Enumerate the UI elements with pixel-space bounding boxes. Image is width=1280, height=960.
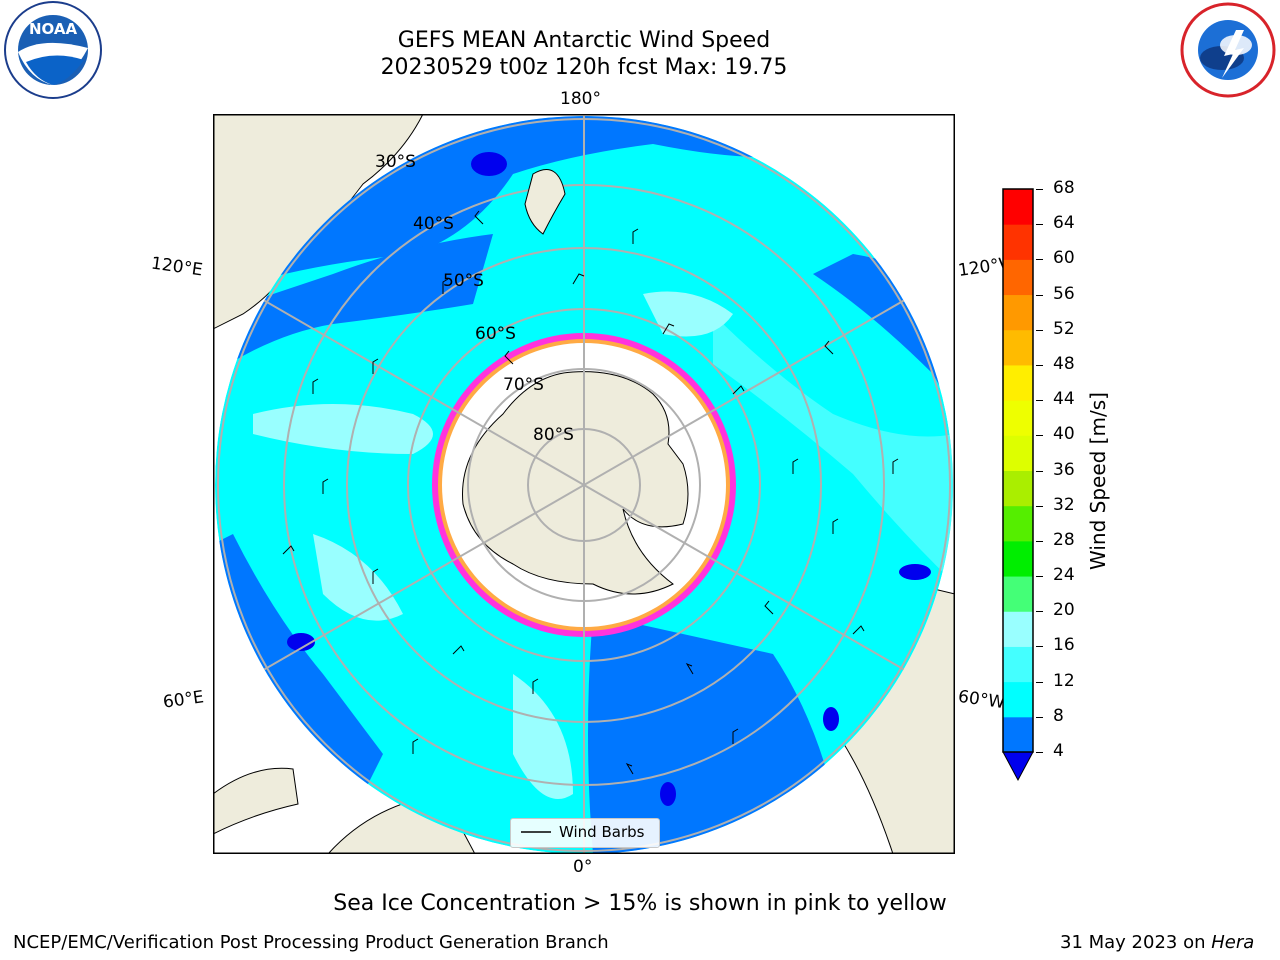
polar-map [212,113,956,855]
colorbar-segment [1003,435,1033,471]
colorbar-tick-mark [1036,329,1043,331]
colorbar-tick-mark [1036,364,1043,366]
map-panel: 30°S 40°S 50°S 60°S 70°S 80°S Wind Barbs [212,113,956,855]
nws-logo [1178,0,1280,102]
colorbar-tick-mark [1036,435,1043,437]
colorbar-segment [1003,576,1033,612]
colorbar-tick-mark [1036,224,1043,226]
lat-label-50: 50°S [443,271,484,291]
colorbar-tick-mark [1036,259,1043,261]
colorbar-tick-mark [1036,576,1043,578]
colorbar-segment [1003,716,1033,753]
title-line-2: 20230529 t00z 120h fcst Max: 19.75 [380,55,788,80]
lon-label-60e: 60°E [161,687,206,713]
colorbar-segment [1003,364,1033,401]
colorbar-tick-mark [1036,294,1043,296]
graticule [215,116,953,854]
lat-label-40: 40°S [413,214,454,234]
colorbar [1000,186,1036,784]
colorbar-tick-label: 16 [1053,635,1075,656]
colorbar-tick-mark [1036,681,1043,683]
colorbar-tick-label: 36 [1053,459,1075,480]
colorbar-tick-mark [1036,505,1043,507]
svg-text:NOAA: NOAA [29,20,78,38]
colorbar-tick-label: 48 [1053,353,1075,374]
footer-date: 31 May 2023 on Hera [1060,932,1254,953]
colorbar-tick-label: 52 [1053,318,1075,339]
title-line-1: GEFS MEAN Antarctic Wind Speed [397,28,771,53]
colorbar-tick-label: 12 [1053,670,1075,691]
footer-host: Hera [1211,932,1255,953]
colorbar-ticks: 4 8 12 16 20 24 28 32 36 40 44 48 52 56 60 64 68 [1036,176,1096,776]
colorbar-tick-mark [1036,611,1043,613]
colorbar-tick-mark [1036,470,1043,472]
footer-date-text: 31 May 2023 on [1060,932,1212,953]
colorbar-segment [1003,505,1033,542]
colorbar-tick-label: 24 [1053,565,1075,586]
colorbar-tick-label: 40 [1053,424,1075,445]
colorbar-tick-mark [1036,400,1043,402]
colorbar-segment [1003,400,1033,436]
colorbar-tick-label: 8 [1053,705,1064,726]
colorbar-segment [1003,224,1033,260]
colorbar-tick-label: 32 [1053,494,1075,515]
colorbar-tick-mark [1036,646,1043,648]
lon-label-120e: 120°E [149,253,204,281]
colorbar-tick-label: 4 [1053,741,1064,761]
footer-credit: NCEP/EMC/Verification Post Processing Pr… [13,932,609,953]
colorbar-segment [1003,646,1033,683]
colorbar-segment [1003,611,1033,647]
colorbar-segment [1003,189,1033,225]
lat-label-80: 80°S [533,425,574,445]
colorbar-segment [1003,540,1033,577]
strong-wind-band-south [588,614,833,854]
colorbar-tick-mark [1036,716,1043,718]
colorbar-tick-mark [1036,752,1043,753]
colorbar-tick-label: 20 [1053,600,1075,621]
lat-label-60: 60°S [475,324,516,344]
colorbar-tick-label: 28 [1053,529,1075,550]
colorbar-tick-label: 56 [1053,283,1075,304]
legend-label: Wind Barbs [559,823,645,841]
lon-label-0: 0° [573,857,593,877]
colorbar-label: Wind Speed [m/s] [1086,392,1110,570]
colorbar-segment [1003,470,1033,507]
wind-barbs-legend: Wind Barbs [510,818,660,848]
wind-barbs [282,210,899,775]
lon-label-180: 180° [560,89,601,109]
colorbar-tick-label: 44 [1053,389,1075,410]
colorbar-segment [1003,294,1033,331]
colorbar-segment [1003,329,1033,366]
lon-label-60w: 60°W [956,686,1007,714]
colorbar-tick-label: 68 [1053,178,1075,198]
noaa-logo: NOAA [2,0,104,102]
lat-label-30: 30°S [375,152,416,172]
colorbar-tick-mark [1036,540,1043,542]
colorbar-segment [1003,259,1033,296]
lat-label-70: 70°S [503,375,544,395]
colorbar-tick-label: 64 [1053,213,1075,234]
colorbar-segment [1003,681,1033,718]
sea-ice-caption: Sea Ice Concentration > 15% is shown in … [333,891,947,916]
colorbar-tick-mark [1036,189,1043,190]
colorbar-tick-label: 60 [1053,248,1075,269]
